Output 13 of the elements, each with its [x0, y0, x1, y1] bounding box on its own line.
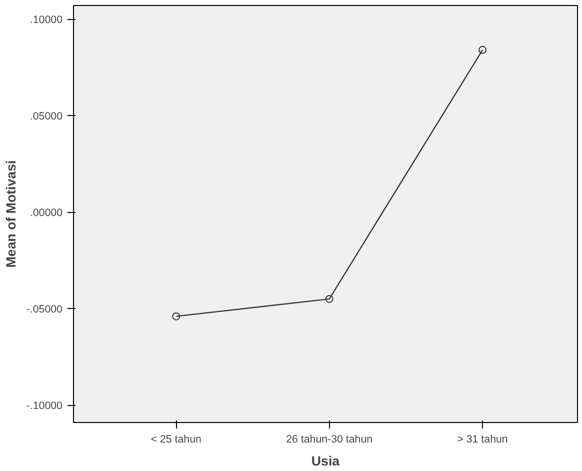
- y-tick-label: .05000: [30, 110, 63, 123]
- y-tick-label: .10000: [30, 14, 63, 26]
- y-tick-label: -.10000: [26, 400, 63, 412]
- point: [478, 46, 487, 54]
- x-axis-title: Usia: [311, 454, 340, 468]
- y-axis-title: Mean of Motivasi: [3, 160, 18, 268]
- point: [172, 312, 180, 320]
- x-tick-label: 26 tahun-30 tahun: [286, 434, 373, 446]
- y-tick-label: .00000: [30, 207, 63, 220]
- point: [325, 294, 334, 303]
- x-tick-label: > 31 tahun: [457, 434, 508, 446]
- y-tick-label: -.05000: [26, 304, 63, 316]
- x-tick-label: < 25 tahun: [150, 434, 202, 446]
